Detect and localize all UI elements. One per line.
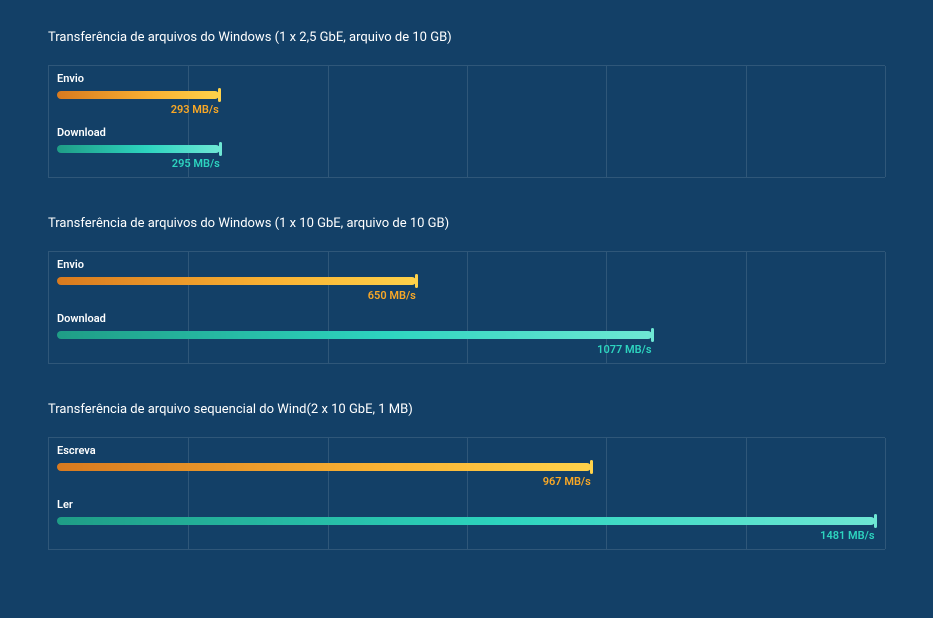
bar-row: Download 1077 MB/s (57, 312, 885, 339)
bar-label: Ler (57, 498, 885, 511)
bar-value: 967 MB/s (543, 475, 591, 488)
bar-label: Download (57, 312, 885, 325)
chart-section: Transferência de arquivo sequencial do W… (48, 402, 885, 550)
bar-row: Escreva 967 MB/s (57, 444, 885, 471)
bar (57, 463, 591, 471)
bar-value: 293 MB/s (171, 103, 219, 116)
bar-track: 1481 MB/s (57, 517, 885, 525)
bar-label: Download (57, 126, 885, 139)
chart-title: Transferência de arquivos do Windows (1 … (48, 216, 885, 231)
gridline (885, 66, 886, 177)
bar-value: 1077 MB/s (597, 343, 651, 356)
chart-area: Envio 650 MB/s Download 1077 MB/s (48, 251, 885, 364)
bar-cap (651, 328, 654, 342)
bar (57, 145, 220, 153)
bar-track: 650 MB/s (57, 277, 885, 285)
bar (57, 91, 219, 99)
chart-section: Transferência de arquivos do Windows (1 … (48, 216, 885, 364)
bar-label: Envio (57, 258, 885, 271)
bar-cap (590, 460, 593, 474)
bar-row: Envio 650 MB/s (57, 258, 885, 285)
gridline (885, 438, 886, 549)
chart-title: Transferência de arquivos do Windows (1 … (48, 30, 885, 45)
chart-title: Transferência de arquivo sequencial do W… (48, 402, 885, 417)
bar-cap (415, 274, 418, 288)
bar-row: Download 295 MB/s (57, 126, 885, 153)
bar-cap (219, 142, 222, 156)
bar-label: Envio (57, 72, 885, 85)
bar-value: 650 MB/s (368, 289, 416, 302)
chart-area: Escreva 967 MB/s Ler 1481 MB/s (48, 437, 885, 550)
bar-track: 293 MB/s (57, 91, 885, 99)
bar-cap (218, 88, 221, 102)
bar (57, 331, 652, 339)
bar-label: Escreva (57, 444, 885, 457)
bar-row: Ler 1481 MB/s (57, 498, 885, 525)
chart-area: Envio 293 MB/s Download 295 MB/s (48, 65, 885, 178)
gridline (885, 252, 886, 363)
bar-value: 1481 MB/s (820, 529, 874, 542)
bar-track: 1077 MB/s (57, 331, 885, 339)
bar-row: Envio 293 MB/s (57, 72, 885, 99)
bar-cap (874, 514, 877, 528)
charts-container: Transferência de arquivos do Windows (1 … (48, 30, 885, 550)
chart-section: Transferência de arquivos do Windows (1 … (48, 30, 885, 178)
bar-value: 295 MB/s (172, 157, 220, 170)
bar (57, 277, 416, 285)
bar-track: 967 MB/s (57, 463, 885, 471)
bar (57, 517, 875, 525)
bar-track: 295 MB/s (57, 145, 885, 153)
